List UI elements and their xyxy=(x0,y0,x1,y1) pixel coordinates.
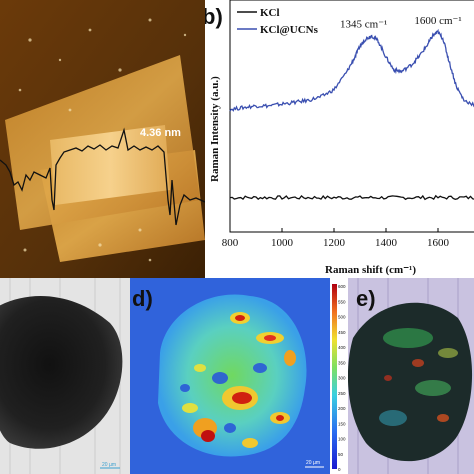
colorbar-tick-label: 250 xyxy=(338,391,346,396)
x-tick-label: 1400 xyxy=(375,237,398,249)
legend-label-kcl-ucns: KCl@UCNs xyxy=(260,24,319,36)
colorbar-tick-label: 300 xyxy=(338,376,346,381)
peak-annotation-1600: 1600 cm⁻¹ xyxy=(414,15,461,27)
colorbar-tick-label: 600 xyxy=(338,284,346,289)
optical-image: 20 µm xyxy=(0,278,130,474)
series-line-kcl xyxy=(229,194,474,201)
afm-image: 4.36 nm xyxy=(0,0,205,278)
colorbar-tick-label: 350 xyxy=(338,360,346,365)
peak-annotation-1345: 1345 cm⁻¹ xyxy=(340,19,387,31)
scale-bar-label-d: 20 µm xyxy=(306,460,320,466)
y-axis-label: Raman Intensity (a.u.) xyxy=(209,76,221,182)
x-tick-label: 1000 xyxy=(271,237,294,249)
scale-bar-label-c: 20 µm xyxy=(102,462,116,468)
colorbar-tick-label: 500 xyxy=(338,315,346,320)
colorbar-tick-label: 50 xyxy=(338,452,344,457)
map-hotspots xyxy=(182,312,296,448)
colorbar-tick-label: 400 xyxy=(338,345,346,350)
plot-frame xyxy=(229,0,474,233)
overlay-image-panel: e) xyxy=(348,278,474,474)
panel-label-d: d) xyxy=(132,286,153,311)
x-tick-label: 1200 xyxy=(323,237,346,249)
panel-label-b: b) xyxy=(205,4,223,29)
legend-label-kcl: KCl xyxy=(260,7,280,19)
series-line-kcl-ucns xyxy=(229,28,474,112)
raman-chart: b) 80010001200140016001800 KCl KCl@UCNs … xyxy=(205,0,474,276)
optical-image-panel: 20 µm xyxy=(0,278,130,474)
colorbar-tick-label: 0 xyxy=(338,467,341,472)
raman-chart-panel: b) 80010001200140016001800 KCl KCl@UCNs … xyxy=(205,0,474,278)
colorbar-tick-label: 100 xyxy=(338,437,346,442)
raman-map-panel: d) 20 µm 600 550 500 450 400 350 300 250 200 150 1… xyxy=(130,278,348,474)
afm-panel: 4.36 nm xyxy=(0,0,205,278)
colorbar-tick-label: 550 xyxy=(338,299,346,304)
afm-height-label: 4.36 nm xyxy=(140,127,181,139)
afm-particles xyxy=(18,18,187,262)
x-tick-label: 800 xyxy=(222,237,239,249)
panel-label-e: e) xyxy=(356,286,376,311)
colorbar-tick-label: 200 xyxy=(338,406,346,411)
x-tick-label: 1600 xyxy=(427,237,450,249)
overlay-image: e) xyxy=(348,278,474,474)
colorbar xyxy=(332,284,337,469)
afm-height-profile xyxy=(0,127,205,226)
x-axis-label: Raman shift (cm⁻¹) xyxy=(325,264,416,276)
raman-map: d) 20 µm 6005505004504003503002502001501… xyxy=(130,278,346,474)
colorbar-tick-label: 450 xyxy=(338,330,346,335)
colorbar-tick-label: 150 xyxy=(338,421,346,426)
